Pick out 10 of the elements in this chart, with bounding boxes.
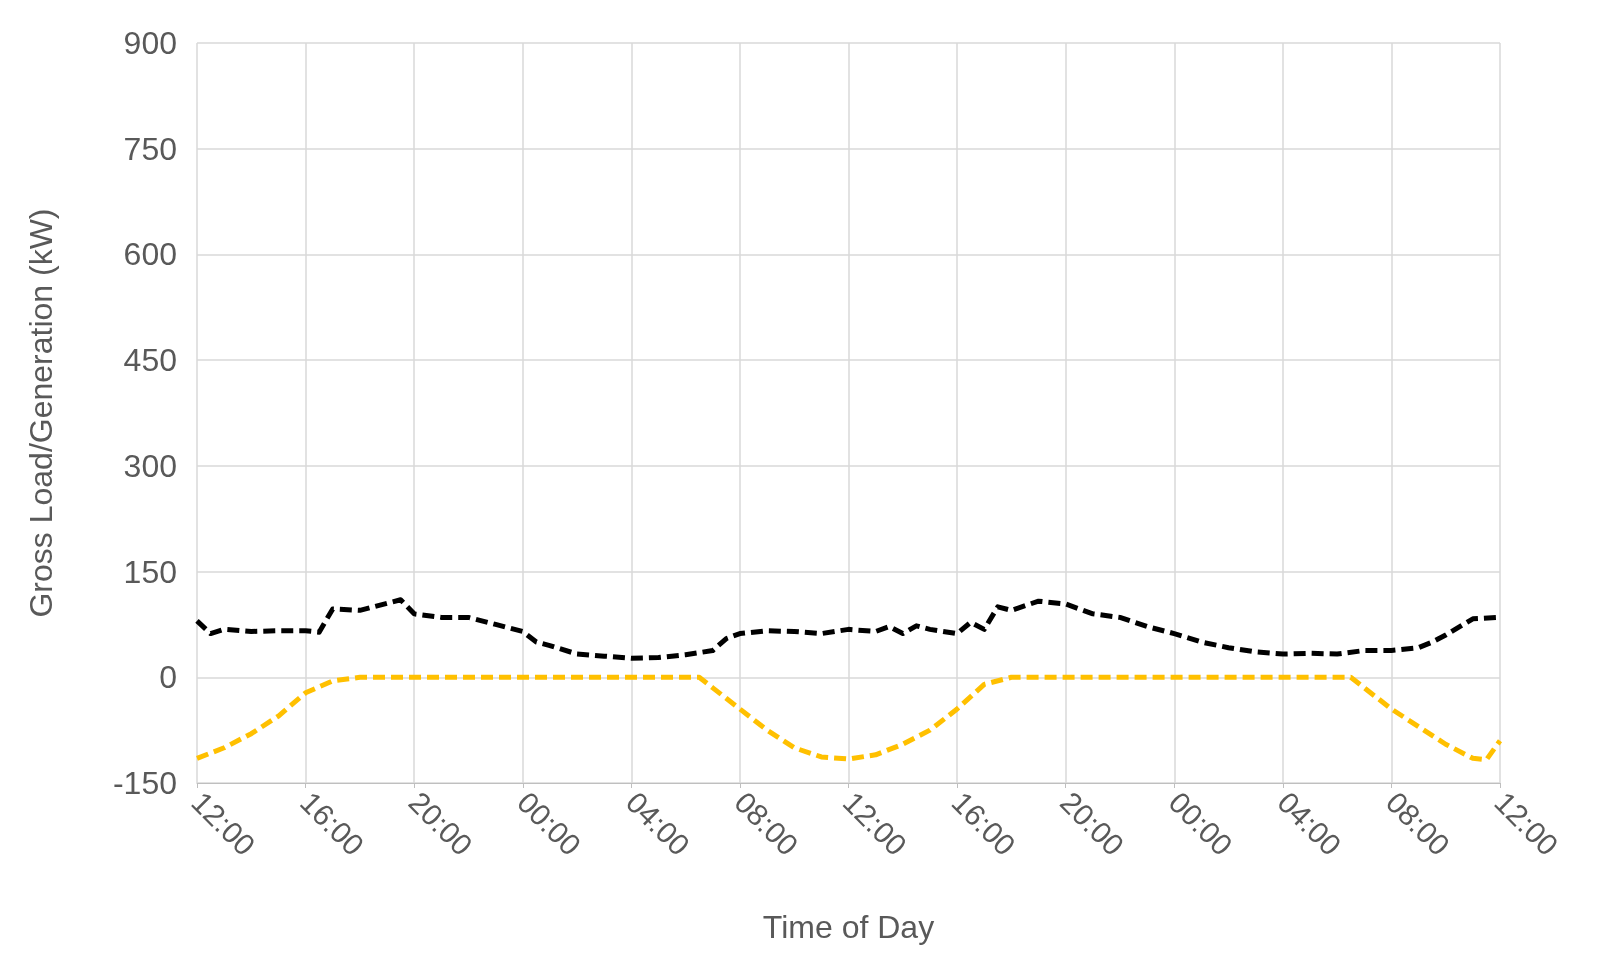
y-tick-label: 750 bbox=[123, 130, 177, 167]
y-tick-label: 900 bbox=[123, 25, 177, 61]
y-tick-label: 450 bbox=[123, 342, 177, 379]
y-axis-title: Gross Load/Generation (kW) bbox=[23, 208, 59, 618]
y-tick-label: 300 bbox=[123, 447, 177, 484]
y-tick-label: 600 bbox=[123, 236, 177, 273]
y-tick-label: -150 bbox=[112, 765, 177, 801]
x-axis-title: Time of Day bbox=[762, 909, 935, 945]
y-tick-label: 150 bbox=[123, 553, 177, 590]
y-tick-label: 0 bbox=[159, 659, 177, 696]
